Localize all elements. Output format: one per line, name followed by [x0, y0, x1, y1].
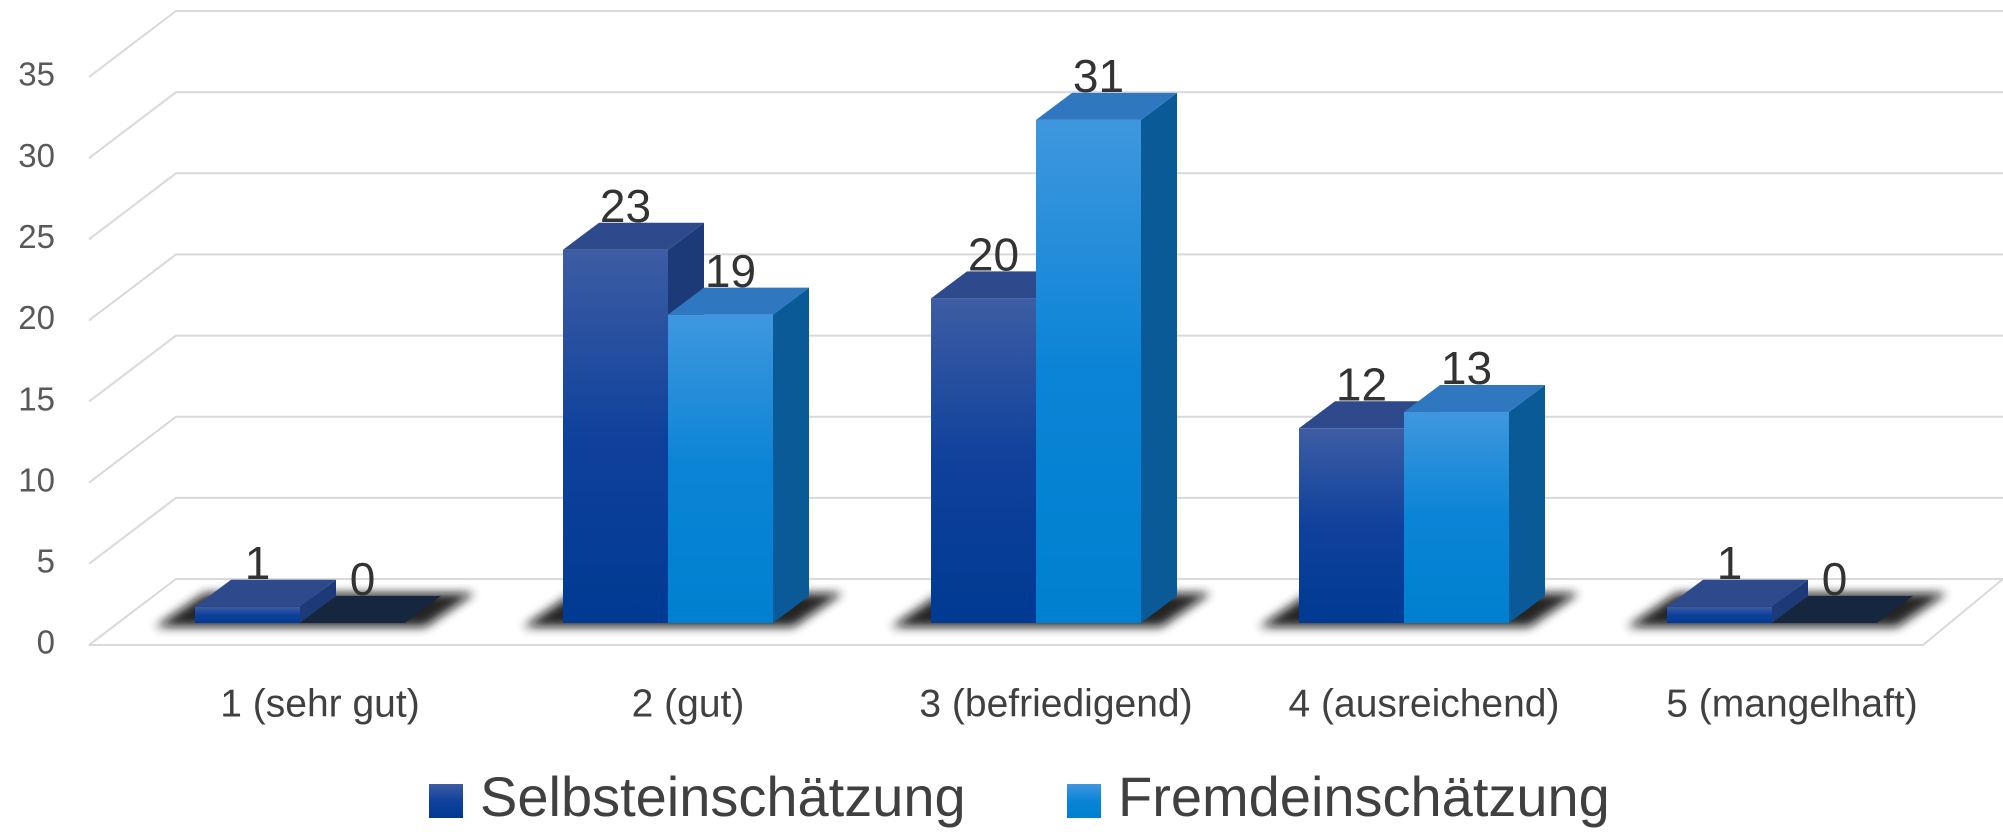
grid-line [88, 91, 2003, 159]
value-label: 1 [1717, 537, 1743, 589]
floor-edge [89, 578, 2003, 646]
value-label: 20 [968, 229, 1019, 281]
value-label: 13 [1441, 342, 1492, 394]
grid-line [88, 334, 2003, 403]
grid-line [88, 10, 2003, 78]
legend-label: Selbsteinschätzung [480, 765, 966, 828]
y-tick-label: 25 [18, 218, 55, 255]
value-label: 19 [705, 245, 756, 297]
y-tick-label: 5 [37, 543, 55, 580]
bar-top [1404, 385, 1545, 413]
y-tick-label: 30 [18, 137, 55, 174]
bar-top [563, 222, 704, 250]
bar-side [300, 579, 336, 623]
bar [563, 249, 668, 623]
bar [1404, 412, 1509, 623]
bar-top [1036, 92, 1177, 120]
grid-line [88, 172, 2003, 241]
x-tick-label: 3 (befriedigend) [919, 682, 1192, 725]
bar-top [1667, 579, 1808, 607]
x-tick-label: 2 (gut) [632, 682, 745, 725]
legend-label: Fremdeinschätzung [1118, 765, 1610, 828]
y-tick-label: 15 [18, 380, 55, 417]
y-tick-label: 10 [18, 461, 55, 498]
value-label: 31 [1073, 50, 1124, 102]
bar-top [668, 287, 809, 315]
bar [668, 314, 773, 623]
bar [1667, 606, 1772, 623]
bar-top [300, 596, 441, 623]
value-label: 0 [350, 553, 376, 605]
bars [155, 92, 1947, 627]
value-label: 0 [1822, 553, 1848, 605]
y-tick-label: 20 [18, 299, 55, 336]
bar [195, 606, 300, 623]
y-tick-label: 0 [37, 624, 55, 661]
bar [1036, 119, 1141, 624]
value-label: 1 [245, 537, 271, 589]
grid-line [88, 253, 2003, 322]
bar-top [1772, 596, 1913, 623]
bar-top [195, 579, 336, 607]
x-tick-label: 4 (ausreichend) [1289, 682, 1560, 725]
legend-swatch [429, 784, 463, 818]
value-label: 23 [600, 180, 651, 232]
x-tick-label: 5 (mangelhaft) [1666, 682, 1917, 725]
bar-side [1772, 579, 1808, 623]
bar-side [773, 287, 809, 623]
x-tick-label: 1 (sehr gut) [220, 682, 419, 725]
value-label: 12 [1336, 358, 1387, 410]
bar [1299, 428, 1404, 623]
bar [931, 298, 1036, 623]
bar-side [1141, 92, 1177, 623]
legend-swatch [1067, 784, 1101, 818]
y-tick-label: 35 [18, 56, 55, 93]
bar-side [1509, 385, 1545, 623]
grid [88, 10, 2003, 646]
